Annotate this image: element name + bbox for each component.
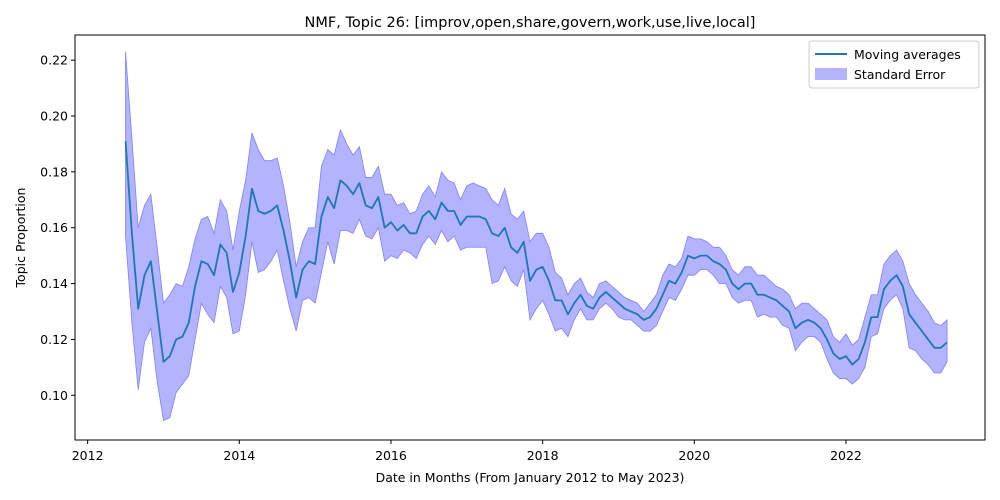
legend-band-swatch <box>815 68 847 80</box>
x-tick-label: 2018 <box>527 448 559 463</box>
plot-area <box>124 51 948 422</box>
y-axis-ticks: 0.10 0.12 0.14 0.16 0.18 0.20 0.22 <box>40 53 75 403</box>
moving-average-line-layer <box>124 141 948 366</box>
y-tick-label: 0.16 <box>40 220 68 235</box>
x-axis-ticks: 2012 2014 2016 2018 2020 2022 <box>72 440 862 463</box>
y-axis-label: Topic Proportion <box>13 188 28 289</box>
y-tick-label: 0.22 <box>40 53 68 68</box>
moving-average-line <box>124 141 948 366</box>
x-tick-label: 2020 <box>678 448 710 463</box>
legend: Moving averages Standard Error <box>808 40 980 89</box>
x-tick-label: 2014 <box>223 448 255 463</box>
y-tick-label: 0.18 <box>40 164 68 179</box>
x-tick-label: 2012 <box>72 448 104 463</box>
x-axis-label: Date in Months (From January 2012 to May… <box>376 470 685 485</box>
standard-error-band-layer <box>125 51 948 422</box>
legend-entry-standard-error: Standard Error <box>854 67 946 82</box>
y-tick-label: 0.12 <box>40 332 68 347</box>
legend-entry-moving-averages: Moving averages <box>854 47 961 62</box>
y-tick-label: 0.10 <box>40 388 68 403</box>
chart-title: NMF, Topic 26: [improv,open,share,govern… <box>305 15 756 31</box>
axes-frame <box>74 34 986 441</box>
x-tick-label: 2022 <box>830 448 862 463</box>
legend-frame <box>808 40 980 89</box>
standard-error-band <box>125 51 948 422</box>
x-tick-label: 2016 <box>375 448 407 463</box>
y-tick-label: 0.20 <box>40 109 68 124</box>
y-tick-label: 0.14 <box>40 276 68 291</box>
